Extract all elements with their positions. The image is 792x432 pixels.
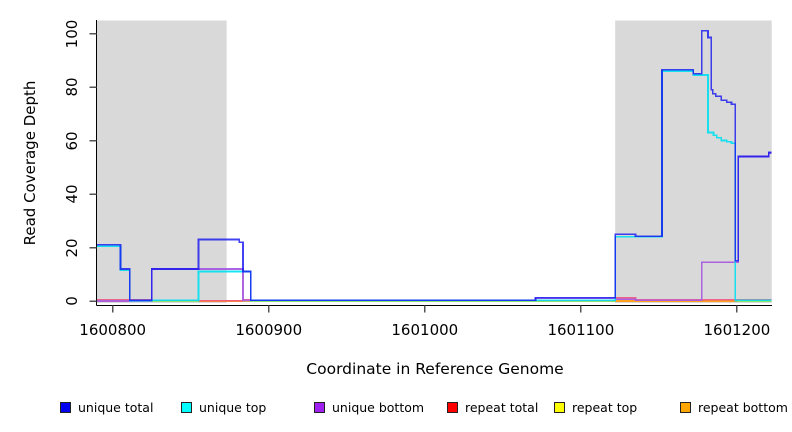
x-tick-label: 1600900 [235,321,303,339]
x-tick-label: 1600800 [79,321,147,339]
x-axis-title: Coordinate in Reference Genome [306,360,564,378]
series-line-unique-total [96,29,772,302]
y-tick-label: 100 [63,19,81,48]
y-axis-title: Read Coverage Depth [21,80,39,246]
x-tick-label: 1601100 [547,321,615,339]
y-tick-label: 0 [63,296,81,306]
series-line-unique-top [96,70,772,302]
y-tick-label: 80 [63,77,81,97]
x-tick-label: 1601000 [391,321,459,339]
shaded-region [96,20,227,303]
y-tick-label: 20 [63,237,81,258]
x-tick-label: 1601200 [703,321,771,339]
y-tick-label: 40 [63,184,81,204]
y-tick-label: 60 [63,130,81,151]
shaded-region [615,20,772,303]
